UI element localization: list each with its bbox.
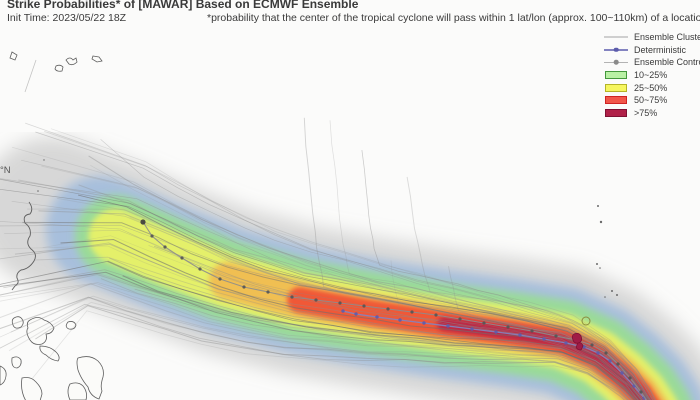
small-islands (37, 159, 618, 351)
legend-item-label: >75% (634, 107, 658, 118)
high-probability-island (575, 342, 584, 351)
atoll-outline-marker (581, 316, 591, 326)
probability-swatch-icon (604, 96, 628, 105)
probability-swatch-icon (604, 83, 628, 92)
init-time-label: Init Time: 2023/05/22 18Z (7, 12, 127, 24)
probability-swatch-icon (604, 108, 628, 117)
legend-item-0: Ensemble Cluster (604, 31, 700, 44)
deterministic-track (341, 309, 647, 400)
legend-item-label: Deterministic (634, 44, 687, 55)
legend-item-1: Deterministic (604, 44, 700, 57)
forecast-tracks (140, 219, 647, 400)
legend-item-label: 10~25% (634, 70, 668, 81)
legend: Ensemble Cluster Deterministic Ensemble Co… (604, 31, 700, 119)
probability-swatch-icon (604, 71, 628, 80)
legend-item-3: 10~25% (604, 69, 700, 82)
legend-item-2: Ensemble Control (604, 56, 700, 69)
legend-item-label: Ensemble Control (634, 57, 700, 68)
latitude-tick-label: °N (0, 165, 11, 176)
track-line-swatch-icon (604, 58, 628, 67)
legend-item-6: >75% (604, 107, 700, 120)
legend-item-label: 50~75% (634, 95, 668, 106)
legend-item-label: Ensemble Cluster (634, 32, 700, 43)
legend-item-5: 50~75% (604, 94, 700, 107)
track-line-swatch-icon (604, 45, 628, 54)
page-title: Strike Probabilities* of [MAWAR] Based o… (7, 0, 359, 11)
legend-item-label: 25~50% (634, 82, 668, 93)
coastlines (0, 51, 104, 400)
high-probability-island (571, 332, 583, 344)
probability-footnote: *probability that the center of the trop… (207, 12, 700, 24)
ensemble-cluster-tracks (0, 59, 657, 400)
legend-item-4: 25~50% (604, 81, 700, 94)
track-line-swatch-icon (604, 33, 628, 42)
